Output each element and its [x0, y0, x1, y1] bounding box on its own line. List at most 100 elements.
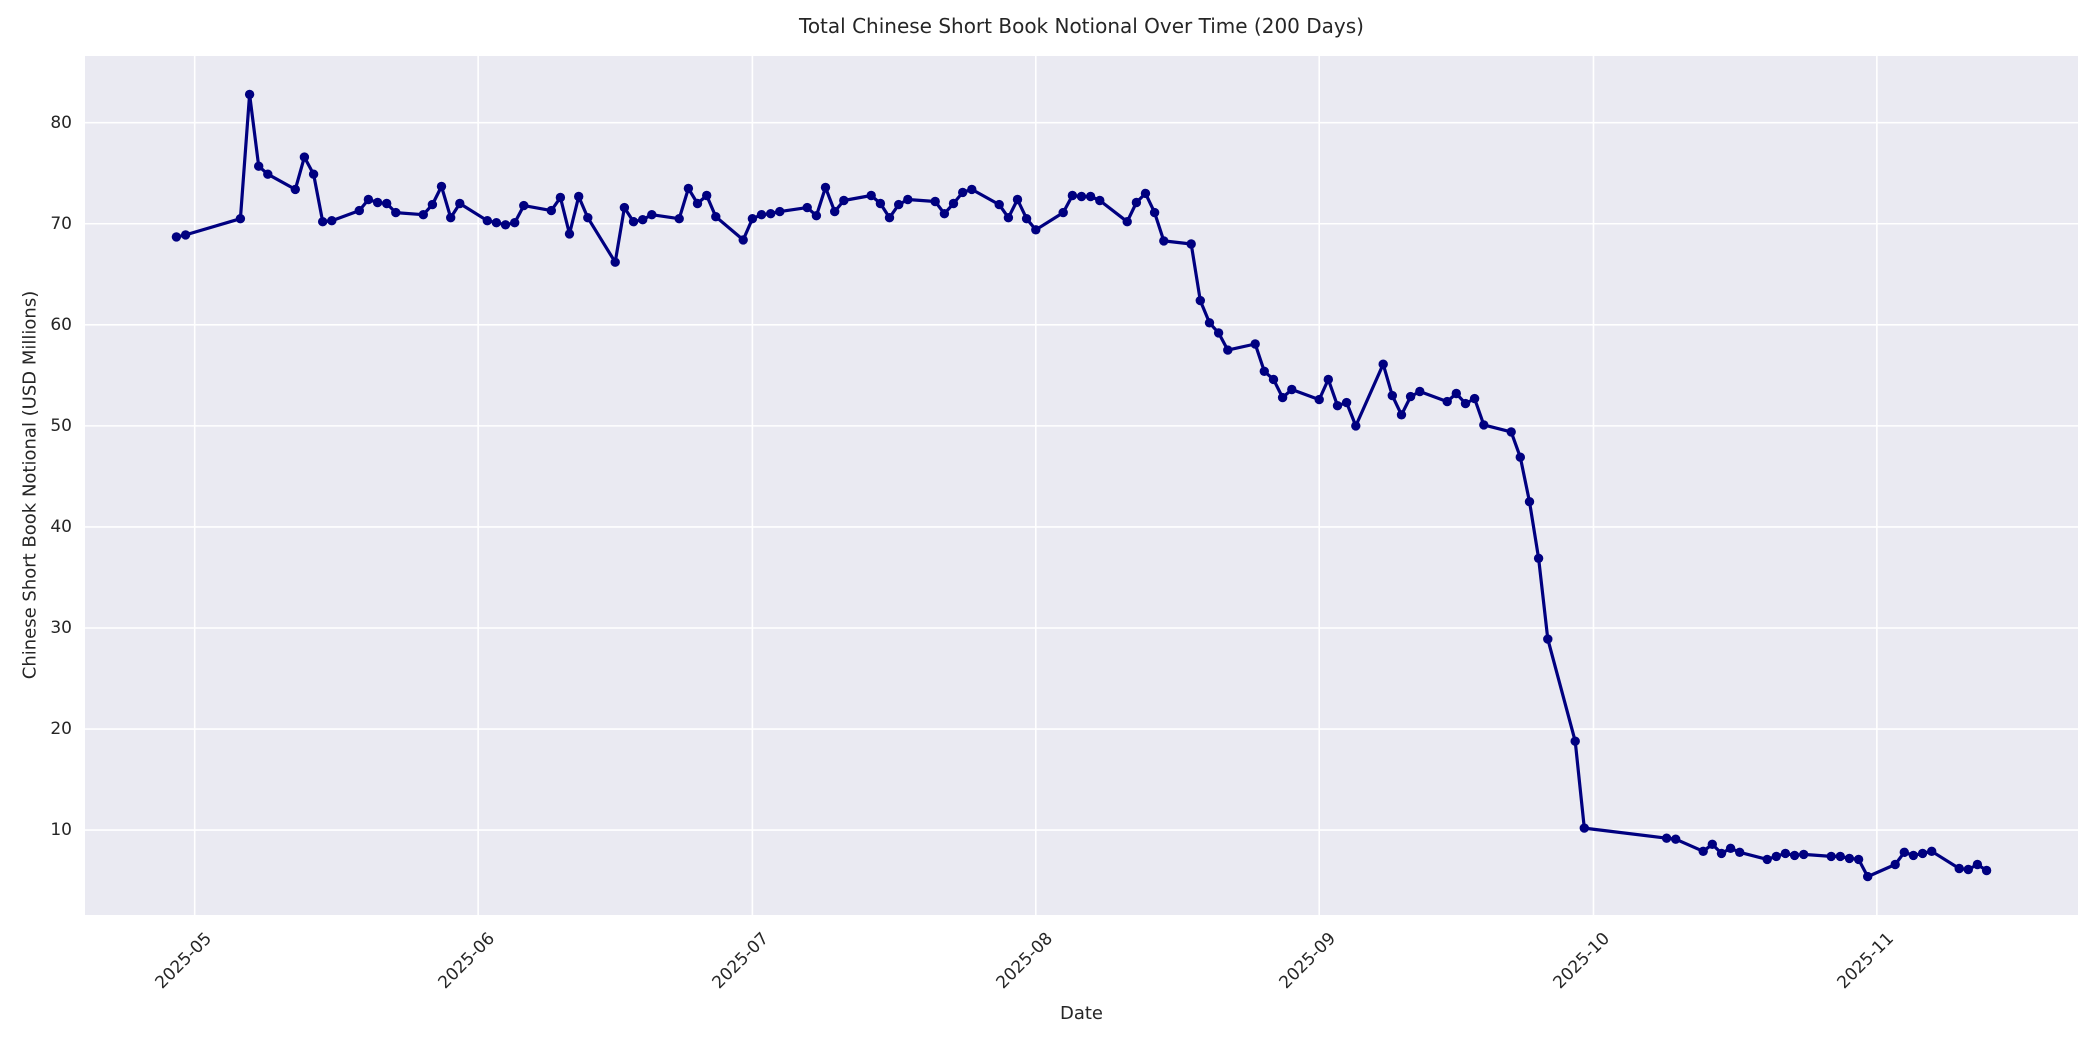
x-tick-label: 2025-06: [434, 928, 499, 994]
data-point-marker: [1195, 295, 1206, 306]
data-point-marker: [263, 169, 273, 179]
data-point-marker: [1853, 854, 1864, 865]
data-point-marker: [1515, 452, 1526, 462]
data-point-marker: [939, 209, 950, 219]
plot-area: [85, 56, 2078, 915]
y-tick-label: 70: [50, 213, 72, 234]
data-point-marker: [1122, 217, 1132, 227]
x-tick-label: 2025-10: [1549, 928, 1615, 994]
y-axis-label: Chinese Short Book Notional (USD Million…: [19, 290, 41, 680]
data-point-marker: [875, 198, 886, 209]
line-chart: [85, 56, 2078, 915]
data-point-marker: [1844, 853, 1855, 864]
data-point-marker: [711, 212, 721, 222]
x-axis-label: Date: [1059, 1003, 1104, 1024]
data-point-marker: [555, 192, 566, 203]
data-point-marker: [820, 182, 831, 193]
data-point-marker: [1332, 401, 1343, 411]
data-point-marker: [1058, 207, 1068, 218]
data-point-marker: [235, 214, 246, 224]
data-point-marker: [1140, 188, 1151, 199]
data-point-marker: [1323, 374, 1334, 385]
data-point-marker: [1533, 553, 1544, 563]
data-point-marker: [1341, 397, 1352, 408]
data-point-marker: [775, 206, 785, 217]
data-point-marker: [1725, 843, 1736, 853]
data-point-marker: [574, 191, 584, 202]
data-point-marker: [638, 215, 648, 225]
data-point-marker: [1954, 863, 1964, 874]
data-point-marker: [1698, 846, 1708, 856]
data-point-marker: [1405, 391, 1416, 402]
data-point-marker: [436, 181, 447, 192]
y-tick-label: 20: [50, 719, 72, 740]
data-point-marker: [1927, 846, 1937, 856]
data-point-marker: [1707, 839, 1718, 849]
y-tick-label: 40: [50, 516, 72, 537]
data-point-marker: [1479, 420, 1489, 430]
data-point-marker: [391, 207, 401, 218]
data-point-marker: [327, 216, 337, 226]
data-point-marker: [1506, 427, 1516, 437]
data-point-marker: [1067, 190, 1078, 201]
data-point-marker: [1351, 421, 1361, 431]
data-point-marker: [372, 197, 383, 208]
data-point-marker: [1771, 851, 1782, 862]
data-point-marker: [1716, 848, 1727, 859]
data-point-marker: [1076, 191, 1087, 202]
data-point-marker: [546, 205, 556, 216]
x-tick-label: 2025-11: [1833, 928, 1898, 994]
data-point-marker: [894, 199, 904, 210]
data-point-marker: [299, 152, 310, 162]
data-point-marker: [180, 230, 191, 240]
data-point-marker: [692, 198, 703, 209]
data-point-marker: [1661, 833, 1672, 843]
data-point-marker: [1387, 390, 1398, 401]
data-point-marker: [866, 190, 876, 201]
data-point-marker: [610, 257, 620, 267]
data-point-marker: [1451, 388, 1462, 399]
data-point-marker: [1003, 213, 1014, 223]
data-point-marker: [1899, 847, 1910, 857]
data-point-marker: [1415, 386, 1425, 397]
data-point-marker: [1799, 849, 1809, 860]
data-point-marker: [903, 194, 913, 205]
data-point-marker: [1268, 374, 1279, 385]
data-point-marker: [254, 161, 264, 171]
data-point-marker: [756, 210, 767, 220]
data-point-marker: [1789, 850, 1800, 861]
y-tick-label: 50: [50, 415, 72, 436]
data-point-marker: [1972, 859, 1983, 870]
data-point-marker: [1963, 864, 1974, 875]
data-point-marker: [354, 205, 364, 216]
data-point-marker: [171, 232, 182, 242]
data-point-marker: [1543, 634, 1553, 644]
data-point-marker: [884, 213, 895, 223]
data-point-marker: [766, 209, 776, 219]
data-point-marker: [519, 200, 529, 211]
data-point-marker: [647, 210, 657, 220]
data-point-marker: [747, 214, 758, 224]
data-point-marker: [1735, 847, 1745, 857]
data-point-marker: [1378, 359, 1388, 369]
data-point-marker: [1780, 848, 1791, 859]
data-point-marker: [1314, 394, 1324, 405]
data-point-marker: [1917, 848, 1928, 859]
data-point-marker: [674, 214, 684, 224]
x-tick-label: 2025-05: [151, 928, 216, 994]
y-tick-label: 80: [50, 112, 72, 133]
data-point-marker: [958, 187, 968, 198]
data-point-marker: [1908, 850, 1919, 861]
data-point-marker: [702, 190, 712, 201]
data-point-marker: [1186, 239, 1196, 249]
data-point-marker: [1085, 191, 1096, 202]
data-point-marker: [1131, 197, 1142, 208]
data-point-marker: [491, 218, 502, 228]
data-point-marker: [1149, 207, 1160, 218]
data-point-marker: [1826, 851, 1836, 862]
x-tick-label: 2025-09: [1275, 928, 1341, 994]
y-tick-label: 60: [50, 314, 72, 335]
x-tick-label: 2025-08: [992, 928, 1057, 994]
data-point-marker: [244, 89, 255, 100]
data-point-marker: [1095, 195, 1105, 206]
